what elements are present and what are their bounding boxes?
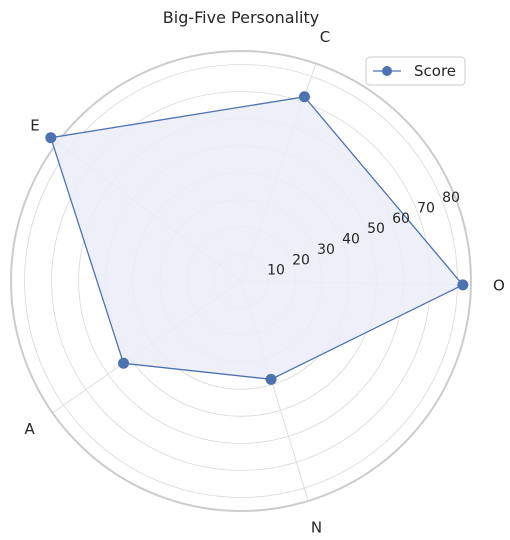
radial-tick-label: 80: [442, 190, 460, 206]
radial-tick-label: 10: [267, 263, 285, 279]
radial-tick-label: 40: [342, 232, 360, 248]
legend-label: Score: [414, 62, 456, 80]
category-label: N: [311, 519, 322, 537]
category-label: C: [320, 28, 330, 46]
data-point: [118, 358, 129, 369]
category-label: E: [30, 117, 39, 135]
legend-point-marker: [382, 66, 392, 76]
legend: Score: [366, 57, 465, 85]
radar-series-score: [45, 91, 468, 385]
category-label: A: [25, 420, 36, 438]
radial-tick-label: 30: [317, 242, 335, 258]
chart-title: Big-Five Personality: [163, 8, 319, 27]
radial-tick-label: 60: [392, 211, 410, 227]
data-point: [299, 91, 310, 102]
series-area: [51, 97, 463, 380]
radial-tick-label: 50: [367, 221, 385, 237]
radial-tick-label: 70: [417, 201, 435, 217]
data-point: [457, 279, 468, 290]
data-point: [266, 374, 277, 385]
category-label: O: [493, 277, 505, 295]
radial-tick-label: 20: [292, 252, 310, 268]
data-point: [45, 132, 56, 143]
